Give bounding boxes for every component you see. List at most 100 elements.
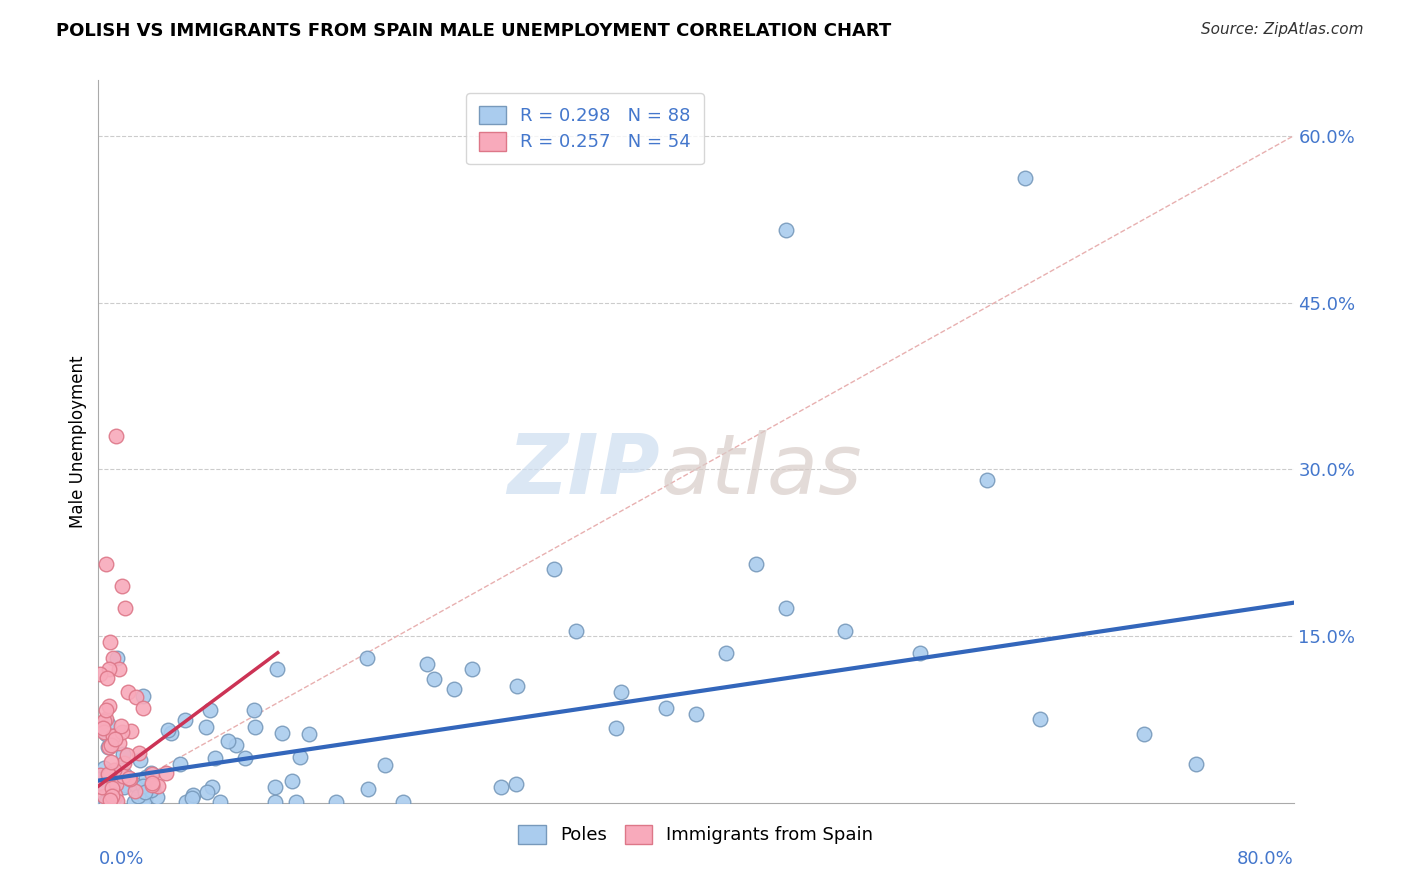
Text: Source: ZipAtlas.com: Source: ZipAtlas.com: [1201, 22, 1364, 37]
Point: [110, 719, 132, 733]
Point: [233, 751, 256, 765]
Point: [195, 785, 218, 799]
Point: [243, 703, 266, 717]
Point: [93, 761, 115, 775]
Point: [146, 790, 169, 805]
Point: [103, 763, 125, 777]
Point: [160, 725, 183, 739]
Point: [264, 795, 287, 809]
Point: [505, 777, 527, 791]
Point: [461, 662, 484, 676]
Point: [96, 671, 118, 685]
Text: atlas: atlas: [661, 430, 862, 511]
Point: [392, 795, 415, 809]
Point: [174, 795, 197, 809]
Point: [94, 703, 117, 717]
Point: [91, 777, 114, 791]
Point: [194, 720, 217, 734]
Point: [117, 684, 139, 698]
Point: [124, 784, 146, 798]
Point: [208, 795, 231, 809]
Point: [543, 562, 565, 576]
Point: [114, 601, 136, 615]
Point: [156, 723, 179, 737]
Point: [217, 734, 239, 748]
Point: [93, 789, 115, 804]
Point: [93, 795, 115, 809]
Point: [120, 724, 142, 739]
Point: [97, 698, 120, 713]
Point: [356, 651, 378, 665]
Point: [685, 706, 707, 721]
Point: [605, 721, 627, 735]
Text: POLISH VS IMMIGRANTS FROM SPAIN MALE UNEMPLOYMENT CORRELATION CHART: POLISH VS IMMIGRANTS FROM SPAIN MALE UNE…: [56, 22, 891, 40]
Point: [169, 756, 191, 771]
Point: [118, 772, 141, 786]
Point: [1028, 713, 1050, 727]
Point: [1133, 727, 1156, 741]
Point: [155, 766, 177, 780]
Point: [141, 766, 163, 780]
Point: [271, 726, 294, 740]
Point: [98, 792, 121, 806]
Point: [110, 763, 132, 777]
Point: [101, 729, 124, 743]
Point: [655, 701, 678, 715]
Point: [142, 780, 165, 795]
Point: [135, 770, 157, 784]
Text: ZIP: ZIP: [508, 430, 661, 511]
Point: [775, 601, 797, 615]
Point: [89, 666, 111, 681]
Point: [125, 690, 148, 705]
Point: [131, 795, 153, 809]
Point: [97, 768, 120, 782]
Y-axis label: Male Unemployment: Male Unemployment: [69, 355, 87, 528]
Point: [132, 779, 155, 793]
Point: [115, 747, 138, 762]
Point: [105, 795, 128, 809]
Point: [1185, 756, 1208, 771]
Point: [141, 778, 163, 792]
Point: [98, 792, 121, 806]
Point: [356, 782, 378, 797]
Point: [325, 795, 347, 809]
Point: [775, 223, 797, 237]
Point: [565, 624, 588, 638]
Point: [101, 730, 124, 744]
Point: [125, 778, 148, 792]
Point: [101, 789, 124, 804]
Point: [107, 794, 129, 808]
Point: [94, 557, 117, 571]
Point: [93, 725, 115, 739]
Point: [714, 646, 737, 660]
Point: [105, 429, 128, 443]
Point: [200, 703, 222, 717]
Point: [108, 662, 131, 676]
Point: [114, 780, 136, 794]
Point: [416, 657, 439, 671]
Point: [90, 780, 112, 794]
Point: [181, 788, 204, 802]
Point: [148, 780, 170, 794]
Point: [128, 752, 150, 766]
Point: [266, 662, 288, 676]
Point: [97, 767, 120, 781]
Point: [104, 732, 127, 747]
Point: [103, 790, 125, 805]
Point: [132, 689, 155, 703]
Point: [122, 795, 145, 809]
Point: [89, 772, 111, 786]
Point: [374, 757, 396, 772]
Point: [112, 769, 135, 783]
Point: [141, 783, 163, 797]
Point: [93, 714, 115, 728]
Point: [976, 474, 998, 488]
Point: [134, 785, 156, 799]
Point: [105, 651, 128, 665]
Point: [745, 557, 768, 571]
Point: [298, 727, 321, 741]
Point: [908, 646, 931, 660]
Point: [118, 771, 141, 785]
Point: [111, 747, 134, 761]
Text: 0.0%: 0.0%: [98, 850, 143, 868]
